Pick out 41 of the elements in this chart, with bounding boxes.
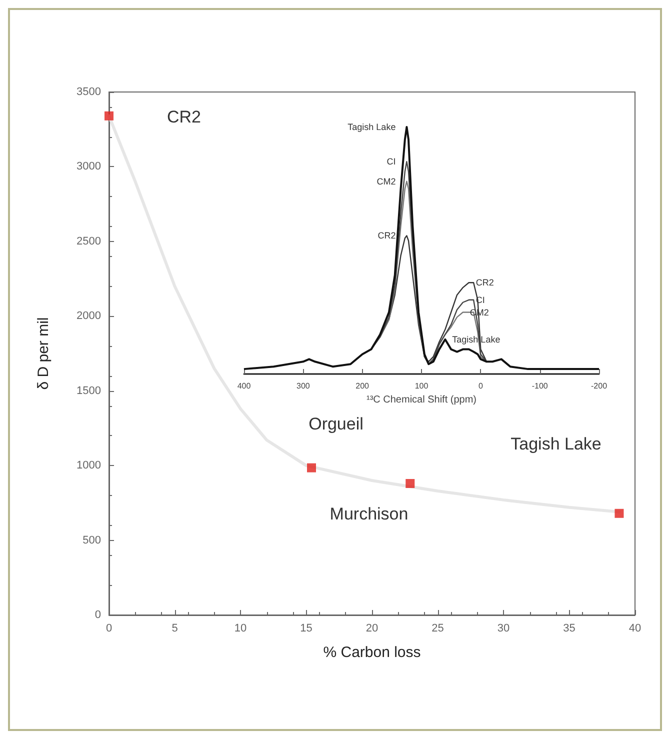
point bbox=[406, 479, 415, 488]
point bbox=[104, 111, 114, 120]
x-tick-label: -100 bbox=[532, 382, 548, 390]
annotation: Orgueil bbox=[308, 414, 364, 434]
point bbox=[614, 508, 624, 518]
annotation: CR2 bbox=[166, 108, 202, 126]
x-tick-label: 15 bbox=[300, 622, 312, 634]
x-tick-label: 200 bbox=[356, 382, 370, 390]
y-tick-label: 2000 bbox=[76, 310, 101, 322]
x-tick-label: 5 bbox=[172, 622, 178, 634]
text: CI bbox=[386, 156, 396, 167]
point bbox=[307, 463, 316, 472]
x-axis-title: % Carbon loss bbox=[323, 644, 421, 661]
y-tick-label: 1000 bbox=[76, 460, 101, 472]
text: CR2 bbox=[378, 230, 396, 241]
x-tick-label: 0 bbox=[478, 382, 484, 390]
x-tick-label: 25 bbox=[432, 622, 444, 634]
x-tick-label: 20 bbox=[366, 622, 378, 634]
x-tick-label: 300 bbox=[296, 382, 310, 390]
y-tick-label: 2500 bbox=[76, 235, 101, 248]
y-tick-label: 3000 bbox=[76, 160, 101, 173]
x-tick-label: 30 bbox=[497, 622, 510, 634]
x-axis-title: ¹³C Chemical Shift (ppm) bbox=[366, 394, 477, 406]
series-label: Tagish Lake bbox=[452, 334, 500, 344]
annotation: Tagish Lake bbox=[510, 434, 602, 454]
x-tick-label: 35 bbox=[563, 622, 576, 634]
text: Tagish Lake bbox=[348, 122, 396, 132]
annotation: Murchison bbox=[330, 504, 408, 524]
x-tick-label: 400 bbox=[237, 382, 252, 390]
x-tick-label: 40 bbox=[628, 622, 642, 634]
y-axis-title: δ D per mil bbox=[35, 317, 52, 390]
text: CM2 bbox=[376, 176, 396, 186]
series-label: CR2 bbox=[476, 278, 494, 288]
y-tick-label: 1500 bbox=[76, 384, 101, 397]
x-tick-label: 0 bbox=[106, 622, 112, 634]
y-tick-label: 3500 bbox=[76, 86, 101, 98]
x-tick-label: 10 bbox=[234, 622, 247, 634]
y-tick-label: 500 bbox=[82, 534, 101, 546]
x-tick-label: 100 bbox=[414, 382, 429, 390]
y-tick-label: 0 bbox=[94, 609, 101, 621]
x-tick-label: -200 bbox=[590, 382, 608, 390]
